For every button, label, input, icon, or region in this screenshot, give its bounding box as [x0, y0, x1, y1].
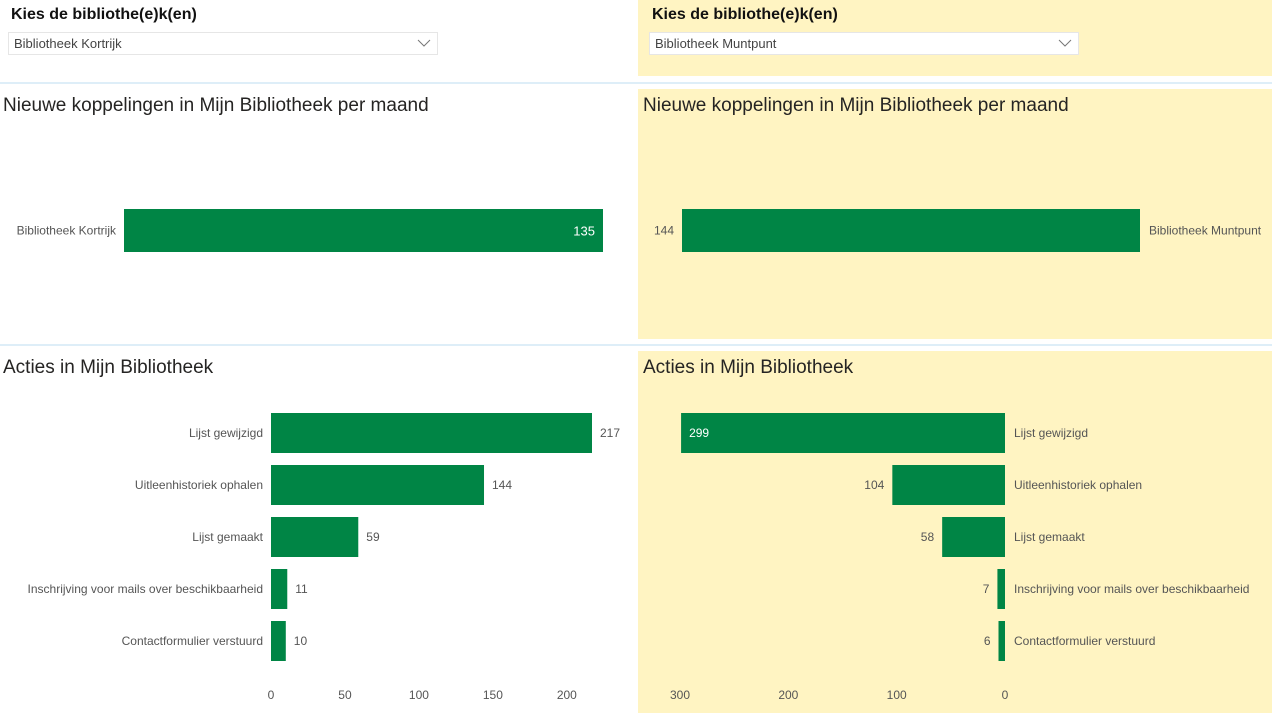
data-label: 217 — [600, 426, 620, 440]
category-label: Inschrijving voor mails over beschikbaar… — [28, 582, 263, 596]
data-label: 299 — [689, 426, 709, 440]
x-tick-label: 50 — [338, 688, 352, 702]
chevron-down-icon — [417, 39, 431, 47]
category-label: Bibliotheek Kortrijk — [17, 224, 117, 238]
x-tick-label: 200 — [778, 688, 798, 702]
data-label: 135 — [573, 224, 595, 239]
category-label: Contactformulier verstuurd — [1014, 634, 1155, 648]
x-tick-label: 150 — [483, 688, 503, 702]
data-label: 144 — [654, 224, 674, 238]
bar — [271, 465, 485, 505]
right-koppelingen-title: Nieuwe koppelingen in Mijn Bibliotheek p… — [643, 95, 1069, 116]
data-label: 59 — [366, 530, 380, 544]
category-label: Bibliotheek Muntpunt — [1149, 224, 1262, 238]
data-label: 58 — [921, 530, 935, 544]
category-label: Inschrijving voor mails over beschikbaar… — [1014, 582, 1249, 596]
category-label: Uitleenhistoriek ophalen — [135, 478, 263, 492]
bar — [942, 517, 1005, 557]
data-label: 11 — [295, 582, 308, 596]
x-tick-label: 100 — [887, 688, 907, 702]
data-label: 104 — [864, 478, 884, 492]
category-label: Lijst gemaakt — [192, 530, 263, 544]
data-label: 6 — [984, 634, 991, 648]
right-dropdown-value: Bibliotheek Muntpunt — [655, 36, 777, 51]
category-label: Lijst gewijzigd — [1014, 426, 1088, 440]
left-acties-chart: Lijst gewijzigd 217 Uitleenhistoriek ophal… — [28, 413, 620, 702]
bar — [271, 621, 286, 661]
separator-top — [0, 82, 1272, 84]
bar — [271, 569, 288, 609]
category-label: Lijst gewijzigd — [189, 426, 263, 440]
left-koppelingen-title: Nieuwe koppelingen in Mijn Bibliotheek p… — [3, 95, 429, 116]
left-library-dropdown[interactable]: Bibliotheek Kortrijk — [8, 32, 438, 55]
right-slicer-title: Kies de bibliothe(e)k(en) — [652, 6, 838, 23]
right-library-dropdown[interactable]: Bibliotheek Muntpunt — [649, 32, 1079, 55]
bar — [271, 517, 359, 557]
x-tick-label: 0 — [1002, 688, 1009, 702]
x-tick-label: 100 — [409, 688, 429, 702]
x-tick-label: 300 — [670, 688, 690, 702]
x-tick-label: 200 — [557, 688, 577, 702]
category-label: Uitleenhistoriek ophalen — [1014, 478, 1142, 492]
data-label: 7 — [983, 582, 990, 596]
separator-middle — [0, 344, 1272, 346]
bar — [682, 209, 1140, 252]
left-slicer-title: Kies de bibliothe(e)k(en) — [11, 6, 197, 23]
data-label: 10 — [294, 634, 308, 648]
left-dropdown-value: Bibliotheek Kortrijk — [14, 36, 122, 51]
bar — [124, 209, 603, 252]
bar — [997, 569, 1005, 609]
x-tick-label: 0 — [268, 688, 275, 702]
category-label: Contactformulier verstuurd — [122, 634, 263, 648]
bar — [271, 413, 592, 453]
right-acties-title: Acties in Mijn Bibliotheek — [643, 357, 854, 378]
left-koppelingen-chart: Bibliotheek Kortrijk 135 — [17, 209, 603, 252]
left-acties-title: Acties in Mijn Bibliotheek — [3, 357, 214, 378]
right-koppelingen-chart: Bibliotheek Muntpunt 144 — [654, 209, 1262, 252]
right-acties-chart: Lijst gewijzigd 299 Uitleenhistoriek ophal… — [670, 413, 1249, 702]
data-label: 144 — [492, 478, 512, 492]
chevron-down-icon — [1058, 39, 1072, 47]
bar — [892, 465, 1005, 505]
bar — [681, 413, 1005, 453]
bar — [998, 621, 1005, 661]
category-label: Lijst gemaakt — [1014, 530, 1085, 544]
